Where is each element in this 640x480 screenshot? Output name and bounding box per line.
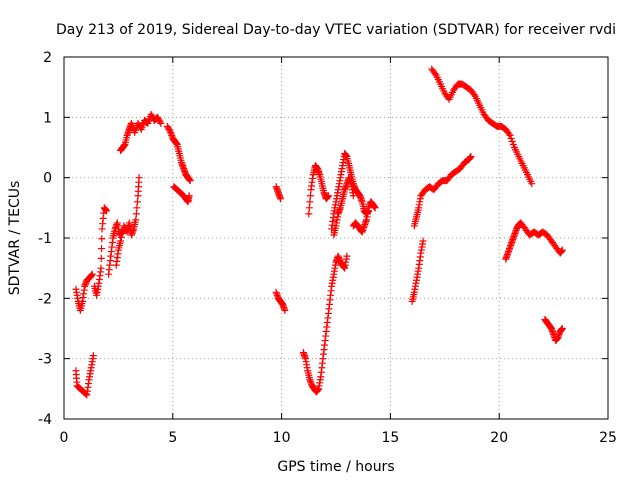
data-point [467,153,475,161]
x-tick-label: 25 [599,430,617,446]
data-point [132,216,140,224]
x-tick-label: 20 [490,430,508,446]
data-point [166,127,174,135]
data-point [505,130,513,138]
data-point [156,118,164,126]
data-point [133,204,141,212]
data-point [102,207,110,215]
data-point [157,119,165,127]
data-point [281,306,289,314]
data-point [277,195,285,203]
data-point [558,325,566,332]
data-points [72,65,566,399]
data-point [117,237,125,245]
data-point [431,70,439,78]
y-tick-label: -1 [38,231,52,247]
y-tick-label: 0 [43,171,52,187]
chart-title: Day 213 of 2019, Sidereal Day-to-day VTE… [56,22,616,38]
data-point [98,235,106,243]
data-point [509,140,517,148]
data-point [98,245,106,253]
data-point [185,192,193,200]
data-point [88,270,96,278]
y-tick-label: -3 [38,352,52,368]
data-point [147,110,155,118]
data-point [507,134,515,142]
data-point [306,192,314,200]
x-tick-label: 5 [168,430,177,446]
y-tick-label: 1 [43,110,52,126]
data-point [306,198,314,206]
data-point [508,137,516,145]
data-point [132,210,140,218]
data-point [118,229,126,237]
axis-ticks: 0 5 10 15 20 25 -4 -3 -2 -1 0 1 2 [38,50,617,446]
x-tick-label: 15 [381,430,399,446]
y-tick-label: 2 [43,50,52,66]
data-point [470,91,478,99]
data-point [528,180,536,188]
data-point [154,113,162,121]
data-point [120,222,128,230]
data-point [558,246,566,254]
data-point [305,210,313,218]
data-point [97,254,105,262]
data-point [164,124,172,132]
data-point [343,252,351,260]
data-point [305,204,313,212]
data-point [135,174,143,182]
data-point [148,112,156,120]
x-tick-label: 0 [60,430,69,446]
data-point [97,264,105,272]
data-point [349,192,357,200]
y-axis-label: SDTVAR / TECUs [7,181,23,296]
y-tick-label: -4 [38,412,52,428]
data-point [371,204,379,212]
data-point [89,352,97,360]
y-tick-label: -2 [38,291,52,307]
grid-lines [64,57,608,419]
data-point [165,125,173,133]
data-point [163,122,171,130]
data-point [419,237,427,245]
data-point [155,116,163,124]
data-point [186,177,194,185]
data-point [82,390,90,398]
x-tick-label: 10 [273,430,291,446]
data-point [324,192,332,200]
data-point [506,131,514,139]
data-point [134,119,142,127]
x-axis-label: GPS time / hours [277,459,394,475]
data-point [154,115,162,123]
data-point [143,119,151,127]
data-point [117,233,125,241]
data-point [133,198,141,206]
